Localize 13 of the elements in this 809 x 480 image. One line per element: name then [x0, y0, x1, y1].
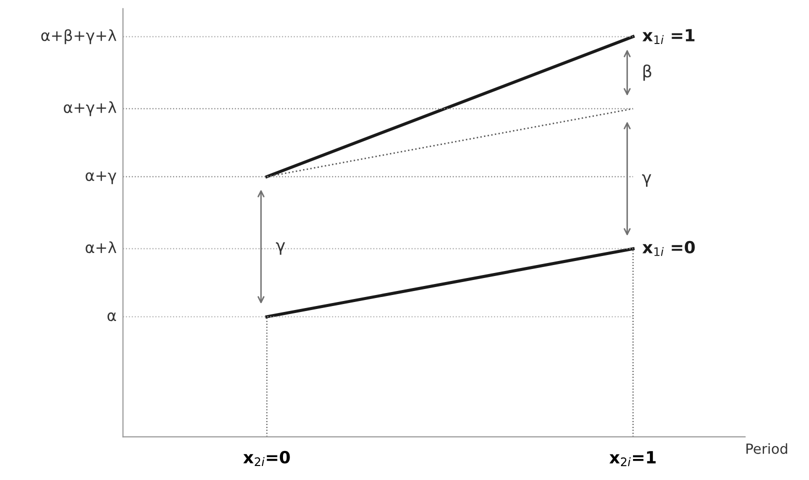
text: γ [642, 174, 652, 187]
ref-line-label: α+λ [86, 241, 116, 254]
ref-line-label: α+γ [86, 171, 116, 184]
annotation: γ [276, 242, 286, 255]
x-tick-label: x$_{2i}$=0 [243, 450, 290, 466]
ref-line-label: α [108, 312, 116, 322]
text: Period [746, 443, 788, 454]
series-label: x$_{1i}$ =0 [642, 240, 695, 256]
series-label: x$_{1i}$ =1 [642, 29, 694, 44]
ref-line-label: α+β+γ+λ [41, 29, 116, 44]
x-tick-label: x$_{2i}$=1 [609, 451, 656, 466]
text: β [643, 64, 652, 81]
ref-line-label: α+γ+λ [64, 101, 116, 116]
